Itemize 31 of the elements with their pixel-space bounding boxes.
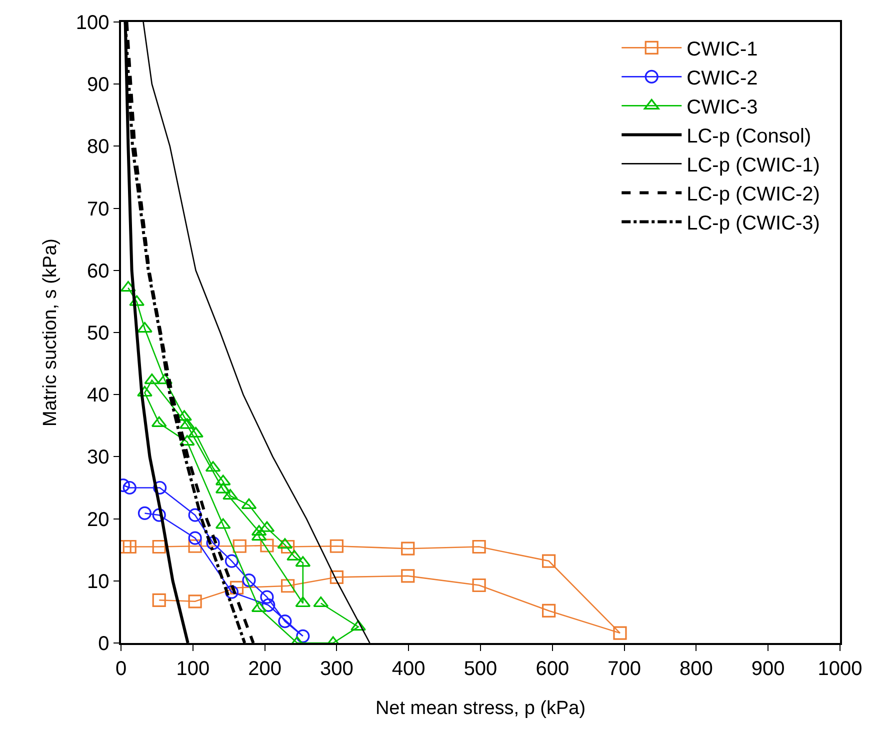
x-tick-label: 600 bbox=[536, 658, 570, 680]
legend-label: CWIC-2 bbox=[686, 68, 758, 90]
legend-label: LC-p (Consol) bbox=[686, 126, 812, 148]
y-tick-label: 20 bbox=[87, 508, 110, 531]
x-tick-label: 400 bbox=[392, 658, 426, 680]
legend-label: LC-p (CWIC-3) bbox=[686, 212, 820, 235]
legend-label: CWIC-3 bbox=[686, 96, 758, 119]
legend-label: CWIC-1 bbox=[686, 38, 758, 61]
y-tick-label: 60 bbox=[87, 260, 110, 282]
x-tick-label: 900 bbox=[751, 658, 785, 680]
y-tick-label: 40 bbox=[87, 384, 110, 407]
x-tick-label: 1000 bbox=[818, 658, 862, 680]
y-tick-label: 90 bbox=[87, 74, 110, 96]
x-tick-label: 500 bbox=[464, 658, 498, 680]
y-axis-title: Matric suction, s (kPa) bbox=[40, 238, 62, 426]
x-tick-label: 800 bbox=[680, 658, 713, 680]
y-tick-label: 10 bbox=[87, 570, 110, 593]
legend-label: LC-p (CWIC-1) bbox=[686, 154, 820, 177]
x-tick-label: 0 bbox=[115, 658, 127, 680]
y-tick-label: 100 bbox=[76, 12, 110, 34]
y-tick-label: 70 bbox=[87, 198, 110, 220]
y-tick-label: 30 bbox=[87, 446, 110, 469]
x-tick-label: 300 bbox=[320, 658, 354, 680]
y-tick-label: 0 bbox=[98, 633, 110, 655]
y-tick-label: 50 bbox=[87, 322, 110, 344]
x-axis-title: Net mean stress, p (kPa) bbox=[375, 698, 586, 720]
x-tick-label: 200 bbox=[248, 658, 282, 680]
legend-label: LC-p (CWIC-2) bbox=[686, 184, 820, 206]
y-tick-label: 80 bbox=[87, 136, 110, 158]
x-tick-label: 700 bbox=[608, 658, 641, 680]
x-tick-label: 100 bbox=[176, 658, 210, 680]
